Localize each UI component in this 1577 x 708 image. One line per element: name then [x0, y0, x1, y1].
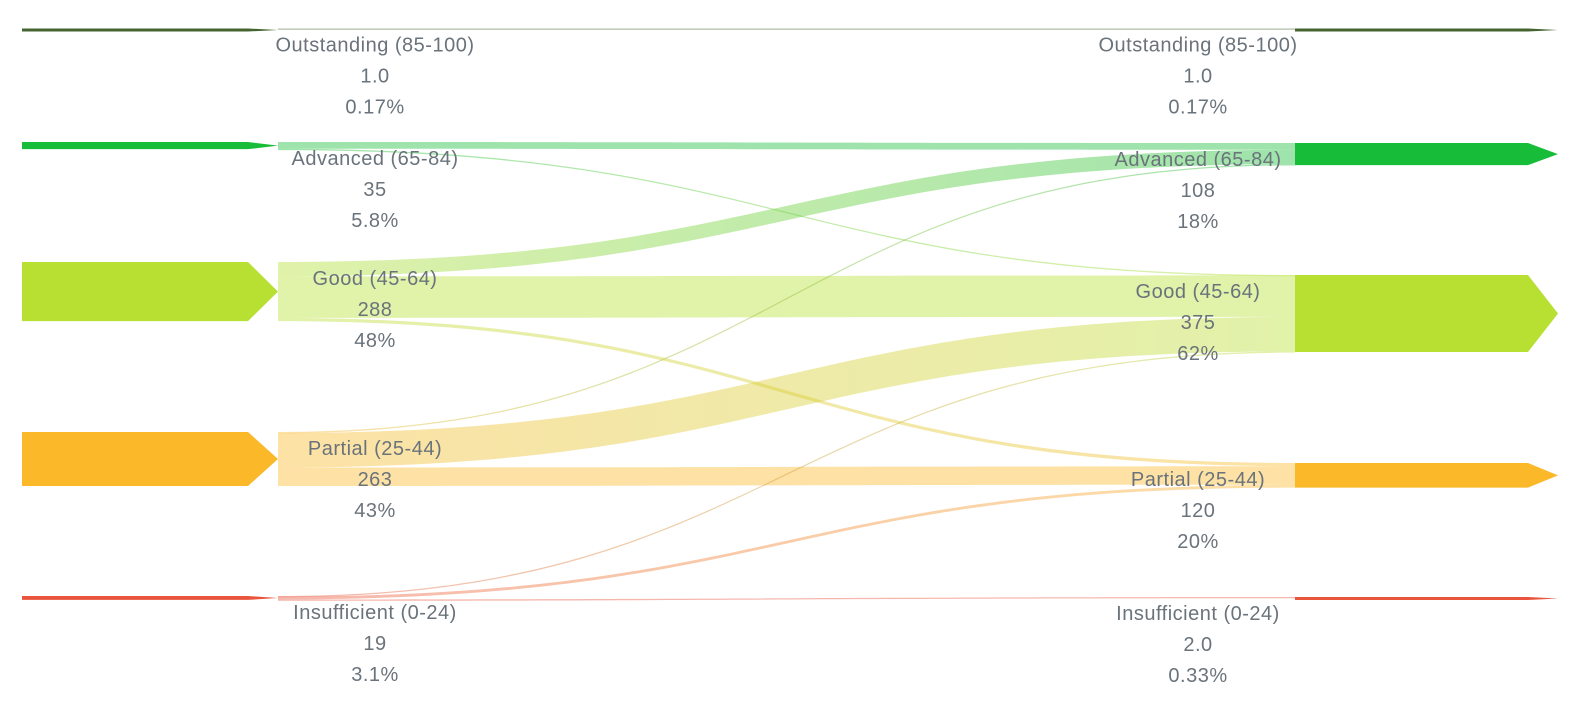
node-label-left-good: Good (45-64) [313, 268, 438, 290]
sankey-labels-layer: Outstanding (85-100) 1.0 0.17% Advanced (65… [275, 35, 1297, 688]
link-outstanding-to-outstanding[interactable] [278, 28, 1295, 30]
link-partial-to-good[interactable] [278, 316, 1295, 468]
node-right-good[interactable] [1295, 275, 1558, 352]
node-value-right-partial: 120 [1181, 500, 1216, 522]
node-percent-right-insufficient: 0.33% [1168, 665, 1227, 687]
link-insufficient-to-good[interactable] [278, 351, 1295, 598]
node-value-left-advanced: 35 [363, 179, 386, 201]
node-value-left-good: 288 [358, 299, 393, 321]
node-right-outstanding[interactable] [1295, 28, 1558, 32]
node-value-right-good: 375 [1181, 312, 1216, 334]
node-label-right-advanced: Advanced (65-84) [1115, 149, 1282, 171]
node-percent-left-outstanding: 0.17% [345, 97, 404, 119]
node-value-left-outstanding: 1.0 [360, 66, 389, 88]
sankey-nodes-layer [22, 28, 1558, 600]
node-label-right-insufficient: Insufficient (0-24) [1116, 603, 1280, 625]
node-percent-right-outstanding: 0.17% [1168, 97, 1227, 119]
link-partial-to-advanced[interactable] [278, 164, 1295, 434]
node-percent-right-partial: 20% [1177, 531, 1219, 553]
node-right-partial[interactable] [1295, 463, 1558, 488]
node-label-left-outstanding: Outstanding (85-100) [275, 35, 474, 57]
node-label-right-good: Good (45-64) [1136, 281, 1261, 303]
node-value-right-outstanding: 1.0 [1183, 66, 1212, 88]
node-percent-left-insufficient: 3.1% [351, 664, 399, 686]
node-right-insufficient[interactable] [1295, 597, 1558, 600]
node-value-left-insufficient: 19 [363, 633, 386, 655]
node-value-left-partial: 263 [358, 469, 393, 491]
link-partial-to-partial[interactable] [278, 466, 1295, 486]
node-percent-left-advanced: 5.8% [351, 210, 399, 232]
link-good-to-advanced[interactable] [278, 149, 1295, 277]
node-left-partial[interactable] [22, 432, 278, 486]
node-percent-left-partial: 43% [354, 500, 396, 522]
node-value-right-advanced: 108 [1181, 180, 1216, 202]
link-insufficient-to-insufficient[interactable] [278, 597, 1295, 601]
node-percent-left-good: 48% [354, 330, 396, 352]
node-right-advanced[interactable] [1295, 143, 1558, 166]
sankey-links-layer [278, 28, 1295, 601]
node-value-right-insufficient: 2.0 [1183, 634, 1212, 656]
node-left-insufficient[interactable] [22, 596, 278, 600]
node-percent-right-advanced: 18% [1177, 211, 1219, 233]
node-left-advanced[interactable] [22, 142, 278, 150]
node-label-left-advanced: Advanced (65-84) [292, 148, 459, 170]
link-insufficient-to-partial[interactable] [278, 484, 1295, 600]
node-label-left-insufficient: Insufficient (0-24) [293, 602, 457, 624]
node-label-right-outstanding: Outstanding (85-100) [1098, 35, 1297, 57]
node-left-good[interactable] [22, 262, 278, 322]
node-percent-right-good: 62% [1177, 343, 1219, 365]
node-label-right-partial: Partial (25-44) [1131, 469, 1265, 491]
node-label-left-partial: Partial (25-44) [308, 438, 442, 460]
node-left-outstanding[interactable] [22, 28, 278, 32]
link-advanced-to-advanced[interactable] [278, 142, 1295, 150]
link-good-to-good[interactable] [278, 275, 1295, 318]
